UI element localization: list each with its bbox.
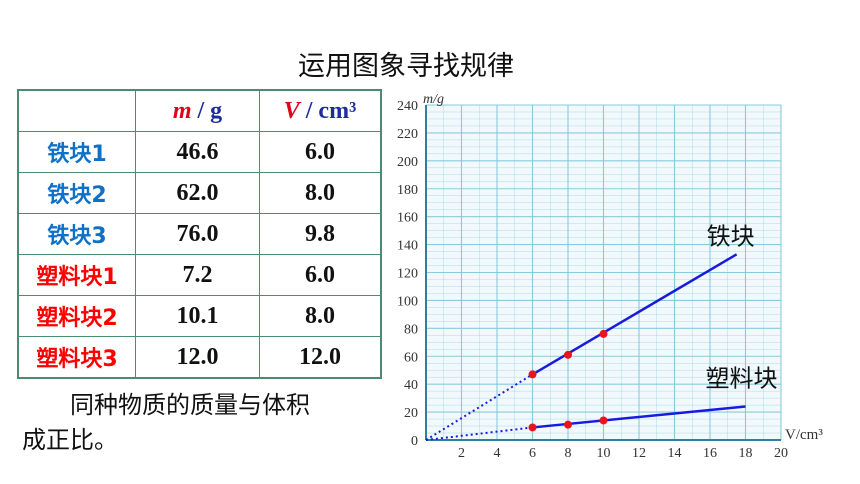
row-label: 铁块3 — [17, 213, 136, 255]
row-label: 塑料块2 — [17, 295, 136, 337]
series-extrapolation-line — [425, 373, 534, 441]
table-row: 铁块1 46.6 6.0 — [17, 131, 382, 173]
volume-unit: / cm³ — [299, 97, 357, 124]
y-tick-label: 60 — [404, 350, 418, 365]
mass-cell: 62.0 — [135, 172, 260, 214]
x-tick-label: 12 — [632, 446, 646, 461]
series-label: 铁块 — [707, 222, 755, 250]
y-tick-label: 40 — [404, 378, 418, 393]
table-header-mass: m / g — [135, 89, 260, 132]
y-tick-label: 220 — [397, 127, 418, 142]
x-tick-label: 20 — [774, 446, 788, 461]
table-row: 铁块3 76.0 9.8 — [17, 213, 382, 255]
mass-volume-chart: 0 20 40 60 80 100 120 140 160 180 200 220 240 2 4 6 8 10 1… — [397, 92, 823, 461]
volume-cell: 8.0 — [259, 295, 382, 337]
series-label: 塑料块 — [706, 365, 778, 393]
data-table: m / g V / cm³ 铁块1 46.6 6.0 铁块2 62.0 8.0 … — [17, 89, 382, 379]
conclusion-line-2: 成正比。 — [22, 426, 118, 454]
table-header-empty — [17, 89, 136, 132]
table-row: 铁块2 62.0 8.0 — [17, 172, 382, 214]
x-tick-label: 8 — [565, 446, 572, 461]
y-tick-label: 160 — [397, 211, 418, 226]
y-axis-label: m/g — [423, 92, 444, 107]
y-tick-label: 140 — [397, 239, 418, 254]
x-tick-label: 10 — [597, 446, 611, 461]
data-point — [599, 416, 608, 425]
row-label: 铁块2 — [17, 172, 136, 214]
x-tick-label: 18 — [739, 446, 753, 461]
y-tick-label: 80 — [404, 322, 418, 337]
y-tick-label: 0 — [411, 434, 418, 449]
table-header-volume: V / cm³ — [259, 89, 382, 132]
y-tick-label: 240 — [397, 99, 418, 114]
conclusion-line-1: 同种物质的质量与体积 — [70, 391, 310, 419]
mass-cell: 46.6 — [135, 131, 260, 173]
y-tick-label: 100 — [397, 294, 418, 309]
table-header-row: m / g V / cm³ — [17, 89, 382, 132]
x-tick-label: 2 — [458, 446, 465, 461]
page-title: 运用图象寻找规律 — [298, 51, 514, 82]
mass-symbol: m — [172, 97, 192, 124]
x-tick-label: 4 — [494, 446, 501, 461]
mass-unit: / g — [191, 97, 223, 124]
table-row: 塑料块2 10.1 8.0 — [17, 295, 382, 337]
volume-symbol: V — [283, 97, 300, 124]
y-tick-label: 200 — [397, 155, 418, 170]
volume-cell: 8.0 — [259, 172, 382, 214]
y-tick-label: 20 — [404, 406, 418, 421]
y-tick-label: 120 — [397, 267, 418, 282]
row-label: 铁块1 — [17, 131, 136, 173]
mass-cell: 7.2 — [135, 254, 260, 296]
data-point — [528, 423, 537, 432]
mass-cell: 76.0 — [135, 213, 260, 255]
volume-cell: 9.8 — [259, 213, 382, 255]
row-label: 塑料块3 — [17, 336, 136, 379]
x-axis-label: V/cm³ — [785, 427, 823, 443]
data-point — [564, 420, 572, 429]
volume-cell: 6.0 — [259, 254, 382, 296]
mass-cell: 10.1 — [135, 295, 260, 337]
mass-cell: 12.0 — [135, 336, 260, 379]
x-tick-label: 6 — [529, 446, 536, 461]
row-label: 塑料块1 — [17, 254, 136, 296]
conclusion: 同种物质的质量与体积 成正比。 — [22, 388, 372, 458]
table-row: 塑料块1 7.2 6.0 — [17, 254, 382, 296]
x-tick-label: 14 — [668, 446, 682, 461]
x-tick-label: 16 — [703, 446, 717, 461]
data-point — [599, 329, 608, 338]
volume-cell: 12.0 — [259, 336, 382, 379]
data-point — [564, 350, 572, 359]
volume-cell: 6.0 — [259, 131, 382, 173]
table-row: 塑料块3 12.0 12.0 — [17, 336, 382, 379]
data-point — [528, 370, 537, 379]
y-tick-label: 180 — [397, 183, 418, 198]
